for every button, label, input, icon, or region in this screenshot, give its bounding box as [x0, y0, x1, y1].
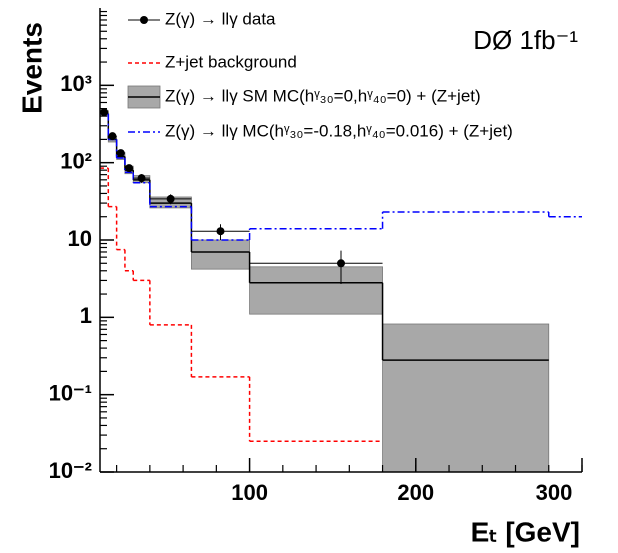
data-point	[116, 149, 125, 158]
x-axis-title: Eₜ [GeV]	[471, 516, 580, 547]
data-point	[137, 174, 146, 183]
y-tick-label: 10²	[60, 148, 92, 173]
data-point	[100, 108, 109, 117]
legend-label: Z(γ) → llγ SM MC(hᵞ₃₀=0,hᵞ₄₀=0) + (Z+jet…	[165, 86, 481, 105]
y-tick-label: 1	[80, 303, 92, 328]
y-tick-label: 10⁻¹	[49, 380, 92, 405]
uncertainty-band	[191, 239, 250, 270]
uncertainty-band	[382, 323, 550, 472]
legend-label: Z+jet background	[165, 52, 297, 71]
plot-area	[100, 108, 582, 472]
legend-label: Z(γ) → llγ MC(hᵞ₃₀=-0.18,hᵞ₄₀=0.016) + (…	[165, 121, 513, 140]
data-point	[108, 132, 117, 141]
annotation: DØ 1fb⁻¹	[473, 25, 578, 55]
legend-label: Z(γ) → llγ data	[165, 9, 276, 28]
legend-symbol	[140, 16, 148, 24]
y-tick-label: 10	[68, 226, 92, 251]
y-tick-label: 10³	[60, 71, 92, 96]
data-point	[166, 194, 175, 203]
x-tick-label: 200	[397, 480, 434, 505]
x-tick-label: 300	[536, 480, 573, 505]
data-point	[125, 164, 134, 173]
uncertainty-band	[249, 266, 383, 315]
x-tick-label: 100	[231, 480, 268, 505]
data-point	[216, 227, 225, 236]
data-point	[337, 259, 345, 268]
y-axis-title: Events	[16, 22, 47, 114]
y-tick-label: 10⁻²	[49, 458, 92, 483]
